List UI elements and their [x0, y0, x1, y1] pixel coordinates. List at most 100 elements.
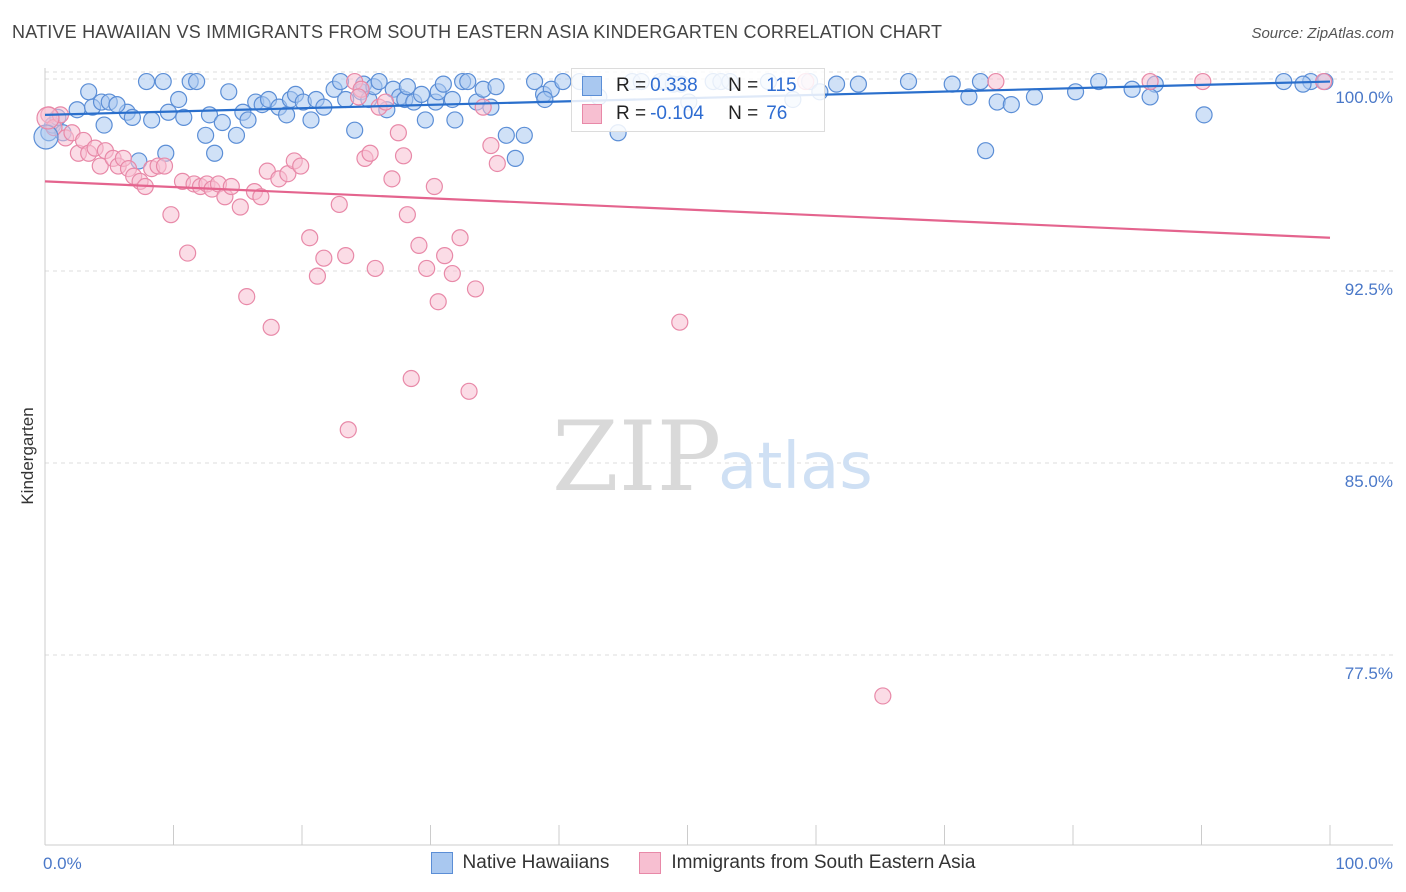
native-hawaiian-point: [346, 121, 364, 139]
se-asia-point: [292, 157, 310, 175]
y-tick-label: 100.0%: [1335, 88, 1393, 107]
se-asia-point: [308, 267, 327, 285]
se-asia-point: [443, 264, 461, 283]
legend-r-label: R =: [616, 103, 647, 124]
native-hawaiian-point: [554, 72, 572, 91]
native-hawaiian-point: [370, 72, 388, 91]
watermark: ZIP atlas: [552, 401, 873, 513]
legend-n-label: N =: [728, 103, 759, 124]
watermark-atlas: atlas: [718, 430, 873, 504]
se-asia-point: [460, 382, 478, 400]
se-asia-point: [389, 124, 407, 142]
native-hawaiian-point: [170, 90, 188, 109]
legend-item-label: Immigrants from South Eastern Asia: [671, 852, 976, 873]
native-hawaiian-point: [525, 72, 544, 91]
native-hawaiian-point: [206, 144, 224, 162]
y-axis-label: Kindergarten: [18, 407, 37, 504]
native-hawaiian-point: [154, 72, 172, 91]
watermark-zip: ZIP: [552, 401, 721, 513]
se-asia-point: [349, 88, 368, 106]
native-hawaiian-point: [446, 111, 464, 129]
native-hawaiian-point: [459, 72, 477, 91]
se-asia-point: [222, 177, 240, 196]
legend-swatch-blue: [582, 76, 602, 96]
se-asia-point: [162, 206, 180, 224]
native-hawaiian-point: [239, 111, 257, 129]
native-hawaiian-point: [849, 75, 868, 93]
legend-row-immigrants-se-asia: R = -0.104 N = 76: [582, 102, 787, 126]
legend-r-value: 0.338: [650, 75, 698, 96]
native-hawaiian-point: [487, 78, 505, 96]
se-asia-point: [315, 249, 333, 267]
native-hawaiian-point: [971, 72, 990, 91]
se-asia-point: [179, 244, 197, 262]
native-hawaiian-point: [108, 95, 126, 114]
se-asia-point: [339, 421, 357, 439]
stats-legend: R = 0.338 N = 115 R = -0.104 N = 76: [571, 68, 825, 132]
native-hawaiian-point: [1002, 95, 1020, 114]
native-hawaiian-point: [977, 142, 995, 160]
se-asia-point: [91, 157, 109, 175]
legend-swatch-blue: [430, 852, 453, 874]
se-asia-point: [436, 247, 454, 265]
native-hawaiian-point: [1123, 80, 1141, 98]
se-asia-point: [394, 147, 413, 165]
legend-n-label: N =: [728, 75, 759, 96]
se-asia-point: [874, 687, 892, 705]
se-asia-point: [301, 229, 319, 247]
se-asia-point: [262, 318, 280, 336]
legend-swatch-pink: [582, 104, 602, 124]
legend-swatch-pink: [639, 852, 662, 874]
native-hawaiian-point: [68, 101, 86, 119]
se-asia-point: [376, 93, 395, 111]
y-tick-label: 92.5%: [1345, 280, 1393, 299]
native-hawaiian-point: [175, 108, 193, 127]
native-hawaiian-point: [497, 126, 515, 144]
native-hawaiian-point: [80, 83, 98, 101]
se-asia-point: [252, 188, 270, 206]
se-asia-point: [155, 157, 174, 175]
axis-layer: 100.0% 92.5% 85.0% 77.5% 0.0% 100.0%: [43, 68, 1393, 873]
native-hawaiian-point: [412, 85, 431, 103]
se-asia-point: [366, 259, 384, 278]
native-hawaiian-point: [1066, 83, 1085, 101]
native-hawaiian-point: [1090, 72, 1108, 91]
se-asia-point: [231, 198, 249, 216]
native-hawaiian-point: [197, 126, 215, 144]
se-asia-point: [482, 136, 500, 155]
legend-item-immigrants-se-asia[interactable]: Immigrants from South Eastern Asia: [639, 852, 975, 874]
x-tick-label: 100.0%: [1335, 854, 1393, 873]
se-asia-point: [238, 288, 256, 306]
native-hawaiian-point: [1294, 75, 1312, 93]
se-asia-point: [466, 280, 485, 298]
legend-row-native-hawaiians: R = 0.338 N = 115: [582, 74, 797, 98]
legend-r-value: -0.104: [650, 103, 704, 124]
native-hawaiian-point: [943, 75, 961, 93]
se-asia-point: [383, 170, 401, 188]
legend-r-label: R =: [616, 75, 647, 96]
se-asia-point: [330, 195, 348, 214]
native-hawaiian-point: [899, 72, 918, 91]
se-asia-point: [1194, 72, 1212, 91]
native-hawaiian-point: [515, 126, 533, 144]
se-asia-point: [474, 98, 492, 116]
se-asia-point: [361, 144, 379, 162]
series-legend: Native Hawaiians Immigrants from South E…: [0, 852, 1406, 874]
native-hawaiian-point: [227, 126, 246, 144]
y-tick-label: 85.0%: [1345, 472, 1393, 491]
source-credit: Source: ZipAtlas.com: [1251, 25, 1394, 42]
legend-item-native-hawaiians[interactable]: Native Hawaiians: [430, 852, 609, 874]
se-asia-point: [451, 229, 469, 247]
native-hawaiian-point: [434, 75, 452, 93]
native-hawaiian-point: [1195, 106, 1213, 124]
native-hawaiian-point: [188, 72, 206, 91]
se-asia-point: [36, 106, 60, 130]
legend-n-value: 76: [766, 103, 788, 124]
native-hawaiian-point: [416, 111, 434, 129]
se-asia-point: [398, 206, 416, 224]
grid-layer: [45, 71, 1393, 656]
chart-title: NATIVE HAWAIIAN VS IMMIGRANTS FROM SOUTH…: [12, 22, 943, 42]
native-hawaiian-point: [220, 83, 238, 101]
